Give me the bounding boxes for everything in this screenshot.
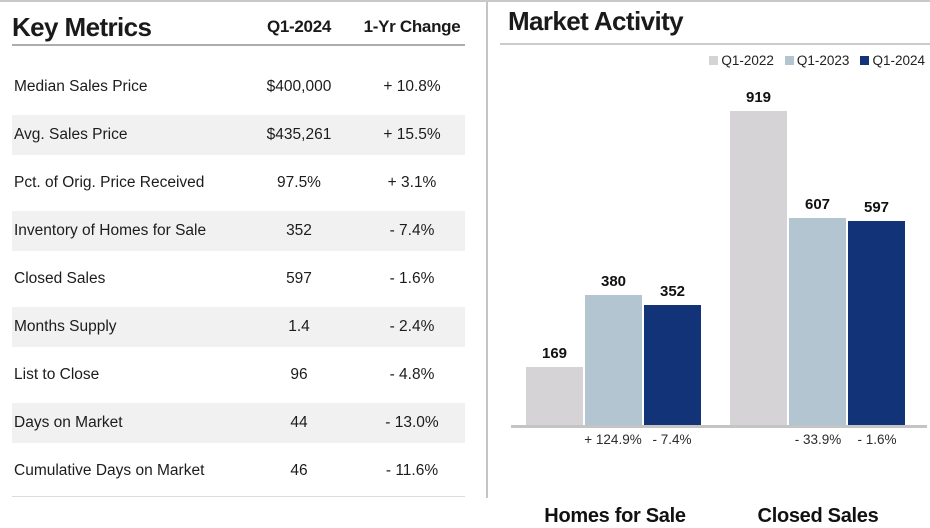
- key-metrics-title: Key Metrics: [12, 12, 152, 42]
- bar: [585, 295, 642, 425]
- metric-change: - 13.0%: [385, 414, 439, 431]
- bar-value-label: 919: [745, 89, 772, 106]
- metric-value: 352: [286, 222, 312, 239]
- table-row: List to Close 96 - 4.8%: [12, 351, 465, 399]
- chart-legend: Q1-2022 Q1-2023 Q1-2024: [709, 53, 925, 68]
- metric-value: 97.5%: [277, 174, 321, 191]
- change-label: + 124.9%: [584, 432, 642, 447]
- legend-swatch-icon: [860, 56, 870, 65]
- key-metrics-header: Key Metrics Q1-2024 1-Yr Change: [12, 2, 465, 44]
- metric-value: 597: [286, 270, 312, 287]
- metric-change: - 4.8%: [389, 366, 435, 383]
- metric-change: + 3.1%: [387, 174, 437, 191]
- table-row: Avg. Sales Price $435,261 + 15.5%: [12, 111, 465, 159]
- metric-value: 1.4: [288, 318, 310, 335]
- change-label: - 7.4%: [652, 432, 692, 447]
- bar-value-label: 169: [541, 345, 568, 362]
- bar-value-label: 380: [600, 273, 627, 290]
- metric-label: Inventory of Homes for Sale: [14, 222, 207, 239]
- x-axis-line: [511, 425, 927, 428]
- legend-swatch-icon: [709, 56, 719, 65]
- bar-group-closed-sales: 919 607 597: [730, 89, 905, 425]
- metric-label: Pct. of Orig. Price Received: [14, 174, 205, 191]
- legend-swatch-icon: [784, 56, 794, 65]
- bar-chart-plot: 169 380 352 919 607 597 + 124.9% - 7.4% - 33…: [488, 57, 930, 527]
- bar-value-label: 352: [659, 283, 686, 300]
- column-header-period: Q1-2024: [266, 17, 332, 36]
- table-row: Pct. of Orig. Price Received 97.5% + 3.1%: [12, 159, 465, 207]
- metric-value: $435,261: [266, 126, 332, 143]
- bar-q1-2023: 607: [789, 196, 846, 425]
- metric-label: Closed Sales: [14, 270, 106, 287]
- legend-label: Q1-2024: [872, 53, 925, 68]
- metric-label: Cumulative Days on Market: [14, 462, 205, 479]
- bar-group-homes-for-sale: 169 380 352: [526, 273, 701, 425]
- legend-item-q1-2023: Q1-2023: [784, 53, 850, 68]
- change-label: - 33.9%: [794, 432, 842, 447]
- legend-label: Q1-2022: [721, 53, 774, 68]
- table-row: Months Supply 1.4 - 2.4%: [12, 303, 465, 351]
- table-row: Days on Market 44 - 13.0%: [12, 399, 465, 447]
- metric-value: 46: [290, 462, 308, 479]
- metrics-table: Median Sales Price $400,000 + 10.8% Avg. Sa…: [12, 63, 465, 495]
- metric-change: - 2.4%: [389, 318, 435, 335]
- metric-change: - 7.4%: [389, 222, 435, 239]
- table-bottom-divider: [12, 496, 465, 497]
- bar: [848, 221, 905, 425]
- bar-q1-2023: 380: [585, 273, 642, 425]
- metric-label: Months Supply: [14, 318, 117, 335]
- header-divider: [12, 44, 465, 46]
- bar-q1-2024: 597: [848, 199, 905, 425]
- metric-change: + 15.5%: [383, 126, 441, 143]
- metric-label: Median Sales Price: [14, 78, 148, 95]
- metric-change: - 1.6%: [389, 270, 435, 287]
- change-label: - 1.6%: [857, 432, 897, 447]
- table-row: Closed Sales 597 - 1.6%: [12, 255, 465, 303]
- metric-value: 44: [290, 414, 308, 431]
- column-header-change: 1-Yr Change: [363, 17, 461, 36]
- key-metrics-panel: Key Metrics Q1-2024 1-Yr Change Median S…: [0, 2, 488, 498]
- category-label-closed-sales: Closed Sales: [757, 505, 879, 527]
- bar-q1-2022: 169: [526, 345, 583, 425]
- bar-q1-2022: 919: [730, 89, 787, 425]
- bar-q1-2024: 352: [644, 283, 701, 425]
- title-divider: [500, 43, 930, 45]
- metric-value: 96: [290, 366, 308, 383]
- table-row: Cumulative Days on Market 46 - 11.6%: [12, 447, 465, 495]
- market-activity-panel: Market Activity Q1-2022 Q1-2023 Q1-2024 …: [488, 2, 930, 527]
- table-row: Inventory of Homes for Sale 352 - 7.4%: [12, 207, 465, 255]
- bar-value-label: 597: [863, 199, 890, 216]
- metric-label: List to Close: [14, 366, 100, 383]
- bar-value-label: 607: [804, 196, 831, 213]
- market-activity-title: Market Activity: [508, 6, 684, 36]
- metric-change: - 11.6%: [385, 462, 439, 479]
- metric-label: Avg. Sales Price: [14, 126, 128, 143]
- bar: [526, 367, 583, 425]
- legend-item-q1-2024: Q1-2024: [860, 53, 925, 68]
- metric-label: Days on Market: [14, 414, 123, 431]
- metric-change: + 10.8%: [383, 78, 441, 95]
- metric-value: $400,000: [266, 78, 332, 95]
- bar: [789, 218, 846, 425]
- legend-label: Q1-2023: [796, 53, 850, 68]
- table-row: Median Sales Price $400,000 + 10.8%: [12, 63, 465, 111]
- bar: [730, 111, 787, 425]
- bar: [644, 305, 701, 425]
- legend-item-q1-2022: Q1-2022: [709, 53, 774, 68]
